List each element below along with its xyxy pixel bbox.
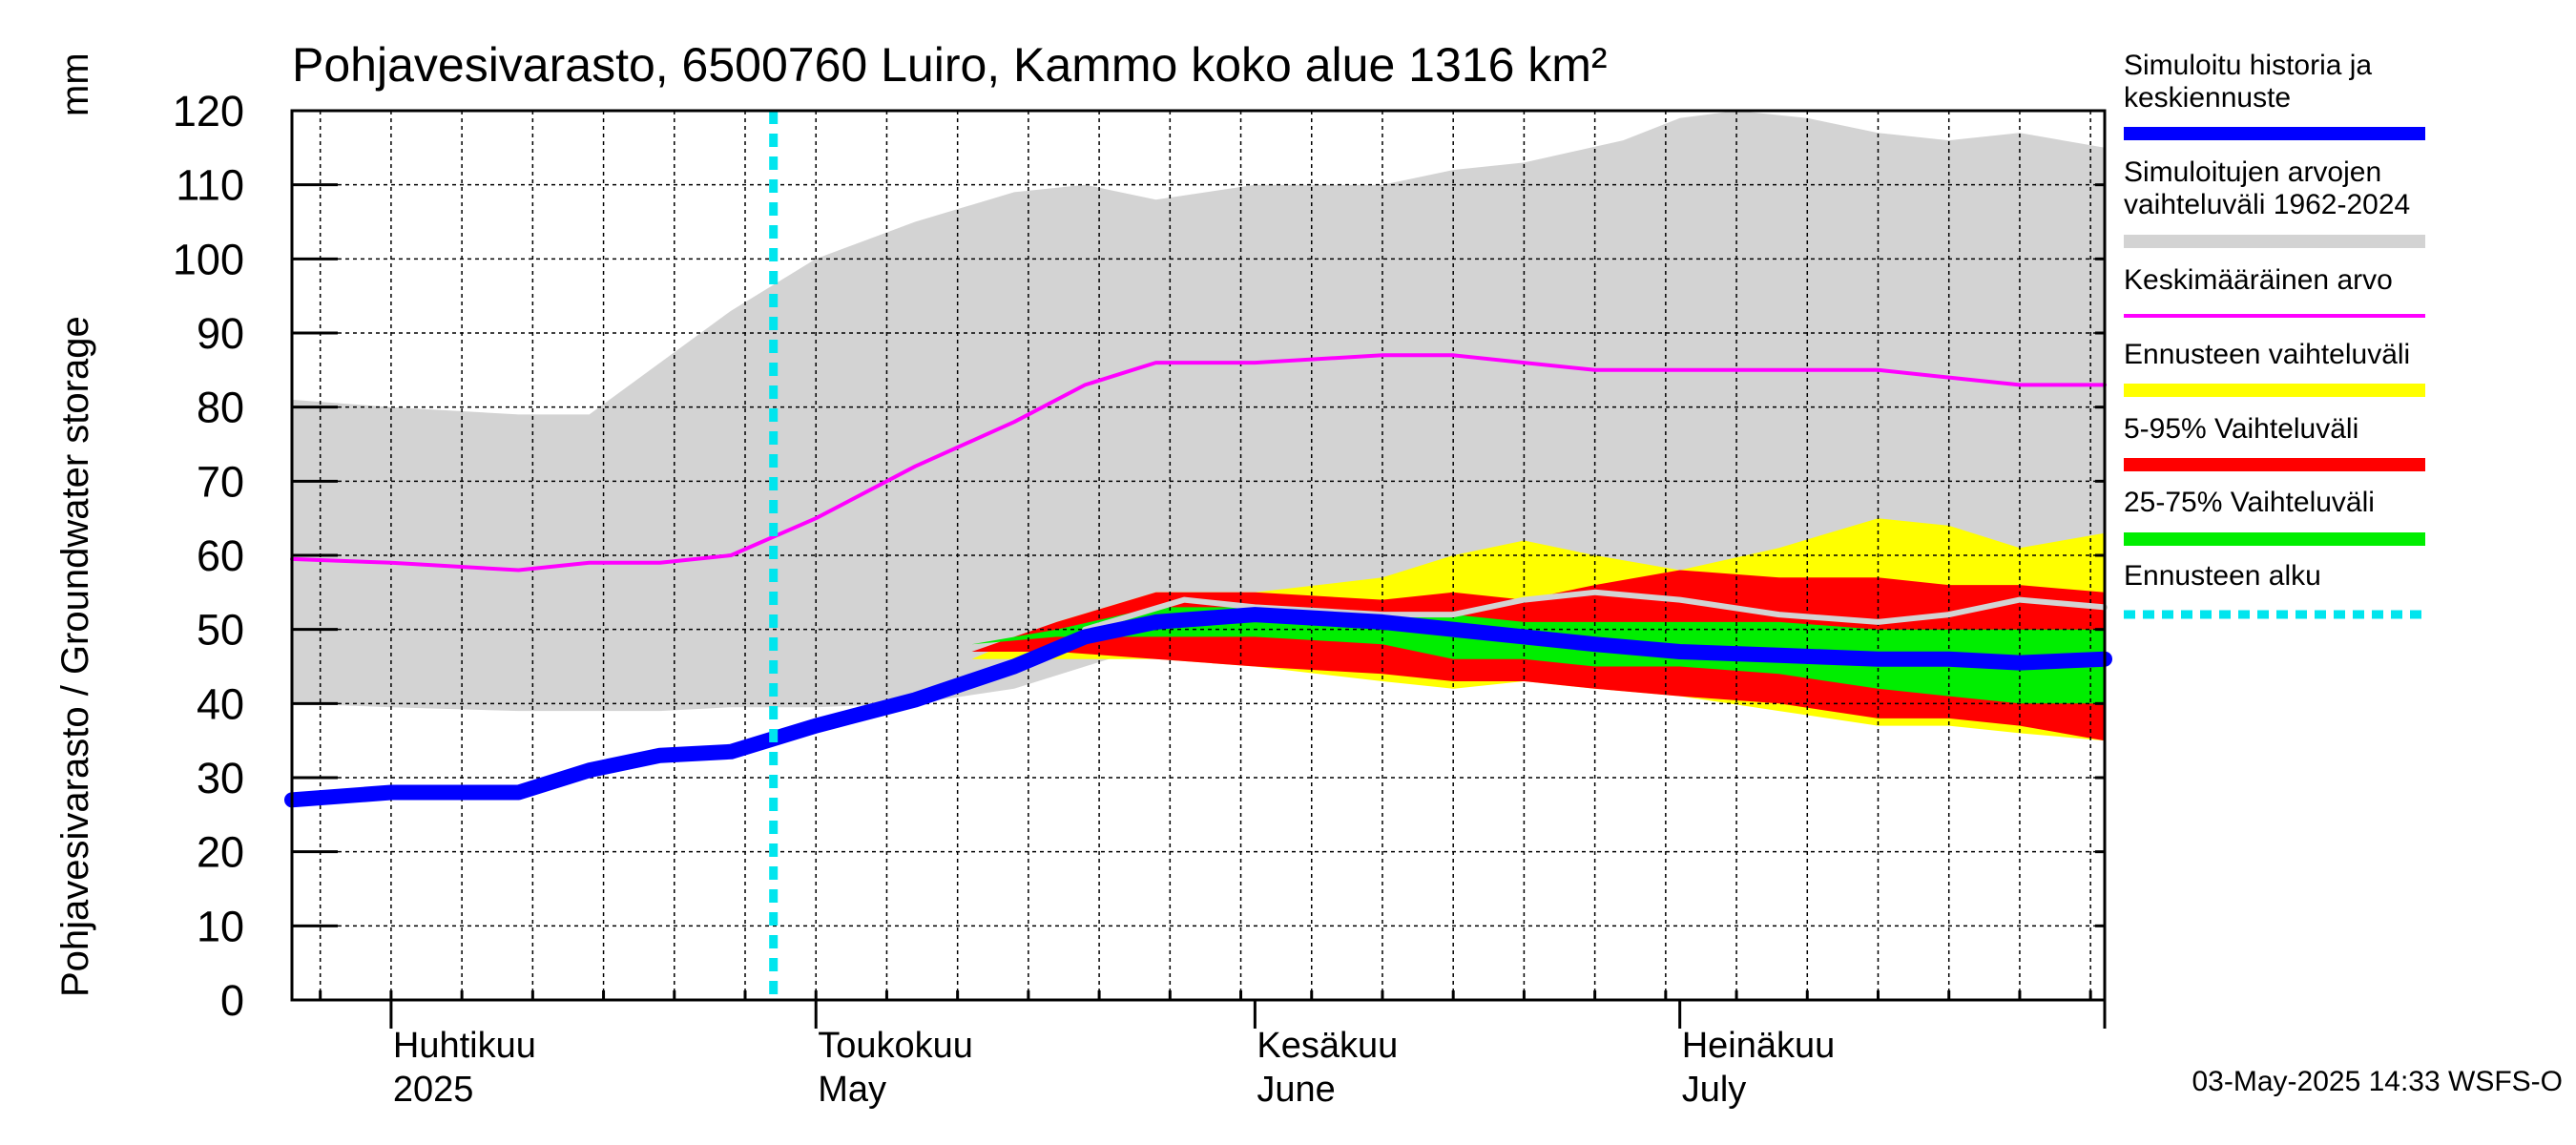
x-month-label-fi: Kesäkuu xyxy=(1257,1026,1398,1066)
x-month-label-en: June xyxy=(1257,1070,1335,1110)
x-month-label-fi: Toukokuu xyxy=(818,1026,973,1066)
chart-title: Pohjavesivarasto, 6500760 Luiro, Kammo k… xyxy=(292,38,1608,92)
y-tick-label: 10 xyxy=(197,902,244,950)
timestamp: 03-May-2025 14:33 WSFS-O xyxy=(2192,1066,2564,1097)
y-tick-label: 90 xyxy=(197,309,244,358)
legend-label: 5-95% Vaihteluväli xyxy=(2124,413,2358,445)
y-tick-label: 60 xyxy=(197,531,244,580)
line-keskim-r-inen-arvo xyxy=(290,353,2107,572)
legend-item: 25-75% Vaihteluväli xyxy=(2124,487,2425,546)
x-month-label-fi: Huhtikuu xyxy=(393,1026,536,1066)
y-tick-label: 70 xyxy=(197,457,244,506)
plot-area: 0 10 20 30 40 50 60 70 80 90 100 110 120 Huhtikuu2025… xyxy=(173,87,2112,1110)
legend-item: Ennusteen vaihteluväli xyxy=(2124,339,2425,397)
legend-label: 25-75% Vaihteluväli xyxy=(2124,487,2375,518)
legend-item: Ennusteen alku xyxy=(2124,560,2425,619)
y-tick-label: 120 xyxy=(173,87,244,135)
legend-item: Keskimääräinen arvo xyxy=(2124,264,2425,318)
band-simuloitujen-arvojen-vaihteluv-li-1962-2024 xyxy=(292,111,2105,712)
y-tick-label: 80 xyxy=(197,384,244,432)
legend-item: 5-95% Vaihteluväli xyxy=(2124,413,2425,471)
x-month-label-en: July xyxy=(1682,1070,1747,1110)
y-tick-label: 20 xyxy=(197,828,244,877)
x-month-label-fi: Heinäkuu xyxy=(1682,1026,1836,1066)
legend-label: Ennusteen alku xyxy=(2124,560,2321,592)
legend-label: keskiennuste xyxy=(2124,82,2291,114)
y-tick-label: 30 xyxy=(197,754,244,802)
y-tick-label: 110 xyxy=(176,161,244,210)
legend: Simuloitu historia jakeskiennusteSimuloi… xyxy=(2124,50,2425,619)
legend-label: Simuloitujen arvojen xyxy=(2124,156,2381,188)
legend-label: Simuloitu historia ja xyxy=(2124,50,2372,81)
legend-label: Keskimääräinen arvo xyxy=(2124,264,2393,296)
x-month-label-en: 2025 xyxy=(393,1070,474,1110)
y-tick-label: 0 xyxy=(220,976,244,1025)
legend-label: vaihteluväli 1962-2024 xyxy=(2124,189,2410,220)
y-axis-label: Pohjavesivarasto / Groundwater storage xyxy=(54,316,96,997)
x-month-label-en: May xyxy=(818,1070,886,1110)
y-tick-label: 100 xyxy=(173,235,244,283)
band-25-75-vaihteluv-li xyxy=(971,607,2105,704)
line-simuloitu-historia-ja-keskiennuste xyxy=(284,607,2112,808)
y-tick-label: 40 xyxy=(197,679,244,728)
y-tick-label: 50 xyxy=(197,606,244,655)
y-axis-unit: mm xyxy=(54,52,96,116)
legend-label: Ennusteen vaihteluväli xyxy=(2124,339,2410,370)
